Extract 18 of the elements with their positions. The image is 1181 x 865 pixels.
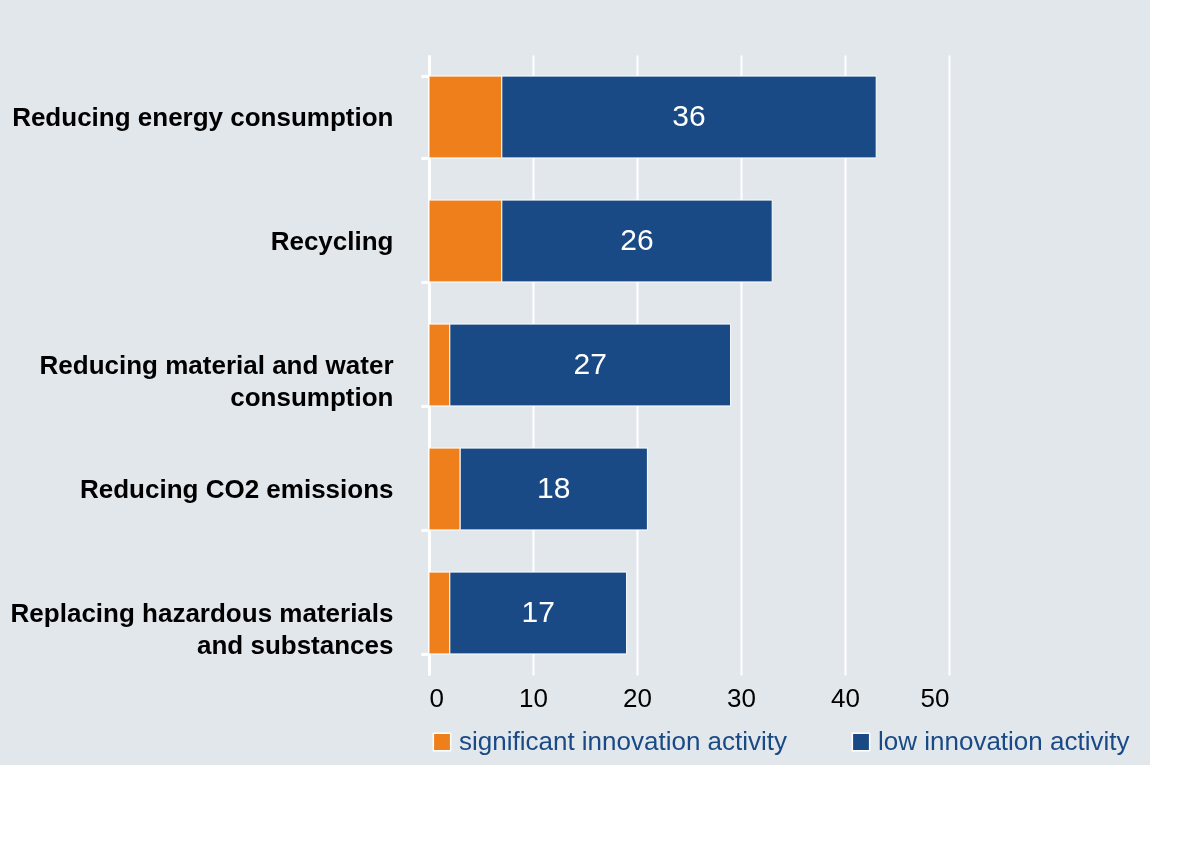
data-label: 18 [537,471,571,504]
y-tick-label: Reducing material and water consumption [39,349,394,412]
x-tick-label: 40 [831,682,860,713]
x-tick-label: 20 [623,682,652,713]
data-label: 36 [672,99,706,132]
y-tick-label: Recycling [270,225,394,256]
x-tick-label: 0 [429,682,444,713]
y-tick-label: Replacing hazardous materials and substances [10,597,394,660]
x-tick-label: 50 [920,682,950,713]
y-tick-label: Reducing energy consumption [12,101,394,132]
y-tick-label: Reducing CO2 emissions [79,473,394,504]
data-label: 26 [620,223,654,256]
legend-label: significant innovation activity [459,726,788,756]
data-label: 17 [521,595,555,628]
data-label: 27 [573,347,607,380]
x-tick-label: 10 [519,682,548,713]
x-tick-label: 30 [727,682,756,713]
legend-label: low innovation activity [878,726,1130,756]
